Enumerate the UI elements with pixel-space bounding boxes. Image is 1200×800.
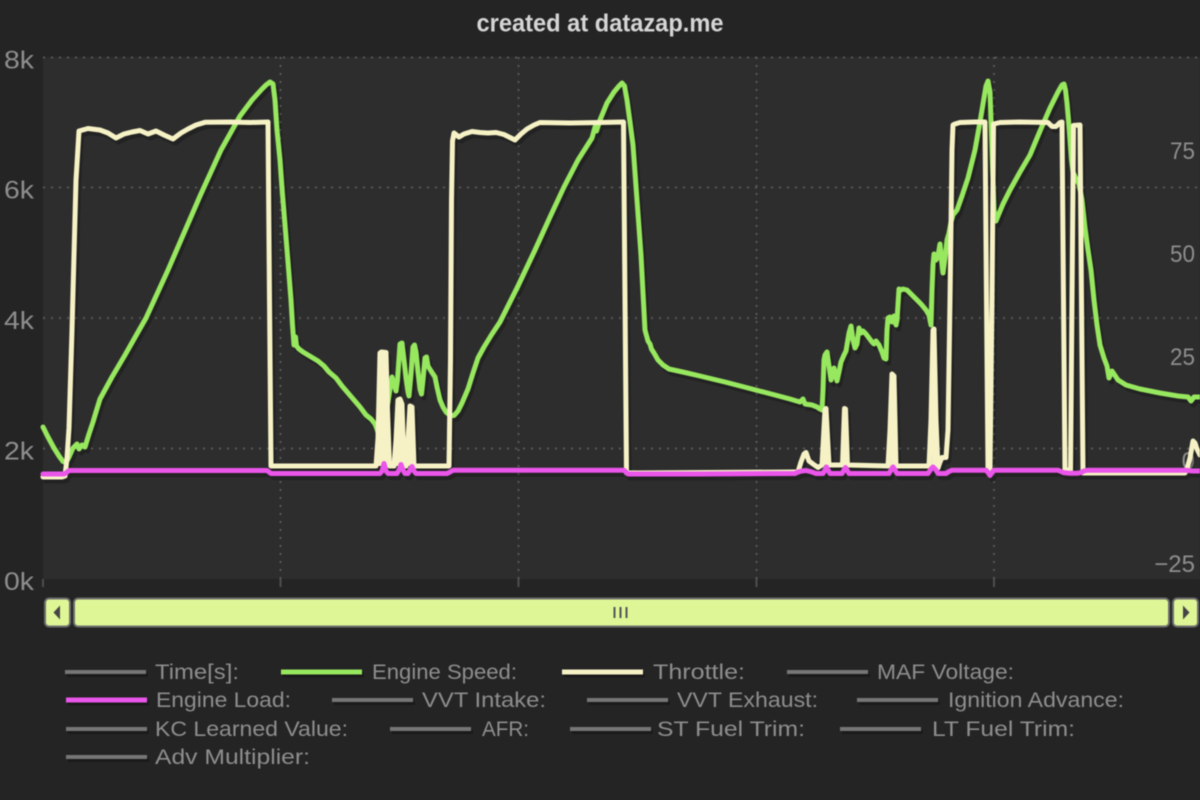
svg-text:Engine Speed:: Engine Speed: <box>372 661 517 684</box>
svg-text:Engine Load:: Engine Load: <box>156 689 291 712</box>
svg-text:LT Fuel Trim:: LT Fuel Trim: <box>932 718 1075 741</box>
svg-text:VVT Exhaust:: VVT Exhaust: <box>677 689 818 712</box>
svg-text:75: 75 <box>1170 138 1195 165</box>
svg-text:KC Learned Value:: KC Learned Value: <box>155 718 348 741</box>
svg-text:2k: 2k <box>4 438 35 466</box>
svg-text:8k: 8k <box>4 47 35 75</box>
svg-text:25: 25 <box>1170 344 1195 371</box>
svg-text:Throttle:: Throttle: <box>653 661 745 684</box>
svg-text:0k: 0k <box>4 568 35 596</box>
svg-text:−25: −25 <box>1154 551 1195 578</box>
svg-text:Adv Multiplier:: Adv Multiplier: <box>155 746 310 769</box>
svg-text:AFR:: AFR: <box>482 718 529 741</box>
svg-text:4k: 4k <box>4 307 35 335</box>
svg-text:Ignition Advance:: Ignition Advance: <box>948 689 1124 712</box>
svg-text:MAF Voltage:: MAF Voltage: <box>877 661 1014 684</box>
svg-text:50: 50 <box>1170 241 1195 268</box>
svg-text:created at datazap.me: created at datazap.me <box>477 10 724 38</box>
svg-text:6k: 6k <box>4 177 35 205</box>
svg-text:Time[s]:: Time[s]: <box>155 661 239 684</box>
svg-text:ST Fuel Trim:: ST Fuel Trim: <box>657 718 805 741</box>
svg-text:VVT Intake:: VVT Intake: <box>422 689 546 712</box>
